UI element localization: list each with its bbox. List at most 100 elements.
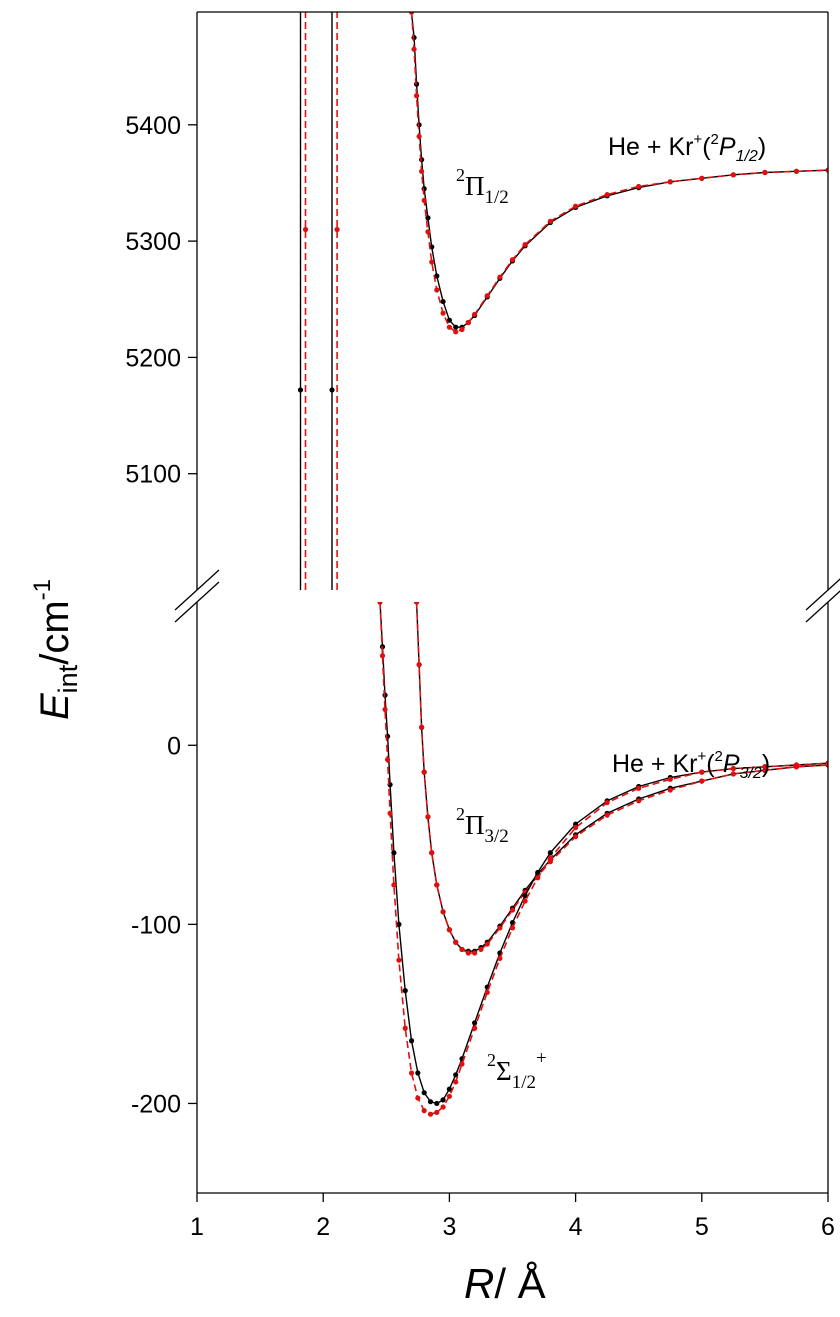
series-5-point [667, 776, 673, 782]
series-4-point [434, 1100, 440, 1107]
series-5-point [402, 1025, 408, 1031]
axis-break-right-1 [805, 578, 840, 611]
axis-break-right-2 [805, 590, 840, 623]
series-4-point [446, 1086, 452, 1092]
series-4-point [408, 1038, 415, 1044]
series-3-point [453, 939, 459, 945]
y-axis-title-main: E [33, 692, 77, 720]
series-1-point [440, 310, 446, 316]
series-8-black-solid [329, 12, 335, 590]
series-3-point [446, 927, 452, 933]
series-1-point [416, 133, 422, 140]
series-1-point [547, 218, 553, 224]
series-9-point [334, 226, 340, 233]
series-5-point [408, 1070, 415, 1076]
series-1-point [421, 197, 427, 204]
series-1-point [465, 319, 471, 326]
tick-labels: 1 2 3 4 5 6 5100 5200 5300 5400 -200 -100 0 [125, 112, 835, 1241]
series-5-point [472, 1025, 478, 1031]
series-1-point [459, 326, 465, 333]
series-3-point [440, 909, 446, 915]
series-1-point [730, 172, 736, 178]
series-1-point [522, 241, 528, 248]
y-lower-tick-label: -100 [131, 911, 181, 939]
series-5-point [547, 855, 553, 861]
series-4-point [547, 850, 553, 856]
series-3-point [421, 769, 427, 775]
series-line-5 [379, 602, 828, 1116]
plot-curves [297, 12, 828, 1117]
series-5-point [453, 1079, 459, 1085]
series-3-point [730, 771, 736, 777]
series-4-point [421, 1090, 427, 1096]
series-1-point [429, 259, 435, 265]
series-3-point [497, 925, 503, 931]
series-3-point [429, 850, 435, 856]
series-3-point [419, 724, 425, 730]
label-pi-1-2: 2Π1/2 [456, 165, 509, 208]
series-5-point [762, 764, 768, 770]
series-4-point [453, 1072, 459, 1078]
series-5-point [446, 1093, 452, 1099]
series-0-point [421, 186, 427, 192]
series-3-point [425, 814, 431, 820]
series-3-point [762, 767, 768, 773]
series-0-black-solid [408, 12, 828, 330]
series-5-point [434, 1109, 440, 1116]
series-5-point [793, 762, 800, 768]
axis-break-left-1 [174, 569, 220, 611]
series-4-point [472, 1020, 478, 1026]
series-5-point [522, 898, 528, 904]
x-tick-label: 1 [190, 1213, 204, 1241]
series-5-point [377, 602, 383, 605]
y-lower-tick-label: -200 [131, 1090, 181, 1118]
series-1-point [446, 324, 452, 330]
x-tick-label: 3 [442, 1213, 456, 1241]
series-5-point [484, 989, 490, 996]
label-pi-3-2: 2Π3/2 [456, 804, 509, 847]
series-3-point [416, 662, 422, 668]
series-1-point [413, 93, 420, 99]
y-axis-title-sup: -1 [29, 579, 56, 600]
series-1-point [411, 46, 417, 52]
series-5-point [440, 1104, 446, 1110]
series-3-point [667, 787, 673, 793]
x-tick-label: 2 [316, 1213, 330, 1241]
series-5-point [730, 765, 736, 772]
series-1-point [604, 191, 610, 198]
series-5-point [459, 1061, 465, 1067]
series-4-point [440, 1097, 446, 1103]
series-5-point [379, 653, 386, 659]
series-6-point [297, 387, 304, 393]
series-3-point [509, 907, 516, 913]
series-1-point [793, 168, 800, 174]
series-1-point [434, 287, 440, 293]
series-5-point [387, 810, 393, 816]
series-5-point [382, 706, 388, 713]
y-axis-title: Eint/cm-1 [29, 579, 83, 720]
series-3-point [459, 946, 465, 953]
series-9-red-dashed [334, 12, 340, 590]
plot-axes [174, 11, 840, 1202]
series-8-point [329, 387, 335, 393]
series-5-point [391, 882, 397, 888]
y-upper-tick-label: 5200 [125, 344, 181, 372]
series-3-point [478, 946, 484, 953]
series-6-black-solid [297, 12, 304, 590]
series-3-point [472, 950, 478, 956]
series-5-point [396, 957, 402, 963]
series-5-point [421, 1108, 427, 1114]
series-3-point [604, 812, 610, 818]
series-line-0 [410, 12, 828, 328]
series-3-point [636, 798, 642, 804]
series-0-point [440, 298, 446, 305]
series-line-3 [415, 602, 828, 954]
x-tick-label: 5 [695, 1213, 709, 1241]
y-upper-tick-label: 5100 [125, 461, 181, 489]
x-axis-title-unit: / Å [494, 1260, 545, 1307]
series-4-black-solid [377, 602, 828, 1107]
label-sigma-1-2-plus: 2Σ1/2+ [487, 1048, 547, 1093]
y-axis-title-sub: int [53, 664, 83, 693]
series-1-point [425, 229, 431, 235]
